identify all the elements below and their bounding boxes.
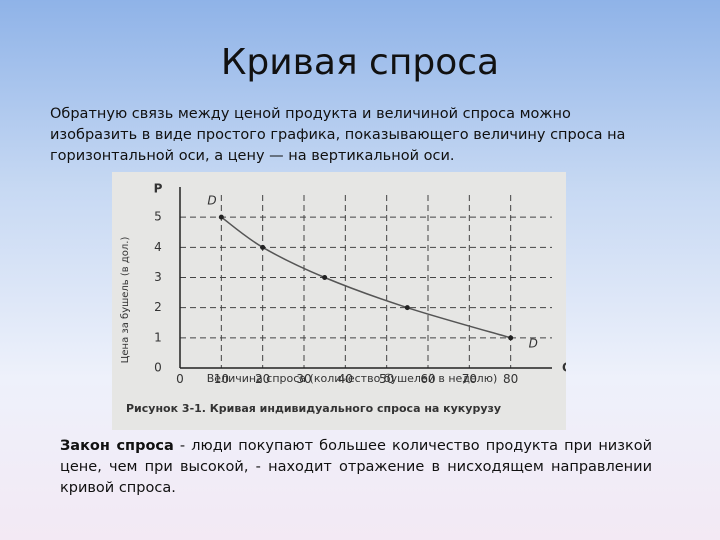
curve-label: D: [529, 336, 538, 350]
x-tick-label: 60: [420, 372, 435, 386]
x-tick-label: 70: [462, 372, 477, 386]
slide-title: Кривая спроса: [220, 42, 500, 83]
law-text: Закон спроса - люди покупают большее кол…: [60, 436, 652, 499]
x-tick-label: 10: [214, 372, 229, 386]
data-point: [404, 305, 410, 311]
y-tick-label: 2: [154, 300, 162, 314]
x-axis-name: Q: [562, 361, 566, 375]
data-point: [260, 244, 266, 250]
figure-caption: Рисунок 3-1. Кривая индивидуального спро…: [126, 402, 501, 415]
x-axis-label: Величина спроса (количество бушелей в не…: [207, 372, 498, 385]
data-point: [508, 335, 514, 341]
x-tick-label: 40: [338, 372, 353, 386]
law-body: - люди покупают большее количество проду…: [60, 438, 652, 496]
data-point: [218, 214, 224, 220]
x-tick-label: 0: [176, 372, 184, 386]
y-tick-label: 4: [154, 240, 162, 254]
x-tick-label: 50: [379, 372, 394, 386]
x-tick-label: 80: [503, 372, 518, 386]
x-tick-label: 30: [296, 372, 311, 386]
chart: Цена за бушель (в дол.) Величина спроса …: [112, 172, 566, 430]
data-point: [322, 275, 328, 280]
figure-background: [112, 172, 566, 430]
y-tick-label: 0: [154, 361, 162, 375]
curve-label: D: [207, 194, 216, 208]
intro-text: Обратную связь между ценой продукта и ве…: [50, 106, 626, 164]
demand-curve: [220, 216, 511, 339]
y-tick-label: 3: [154, 270, 162, 284]
y-tick-label: 1: [154, 330, 162, 344]
law-term: Закон спроса: [60, 438, 174, 454]
y-tick-label: 5: [154, 210, 162, 224]
x-tick-label: 20: [255, 372, 270, 386]
y-axis-label: Цена за бушель (в дол.): [120, 237, 131, 364]
y-axis-name: P: [154, 182, 163, 196]
